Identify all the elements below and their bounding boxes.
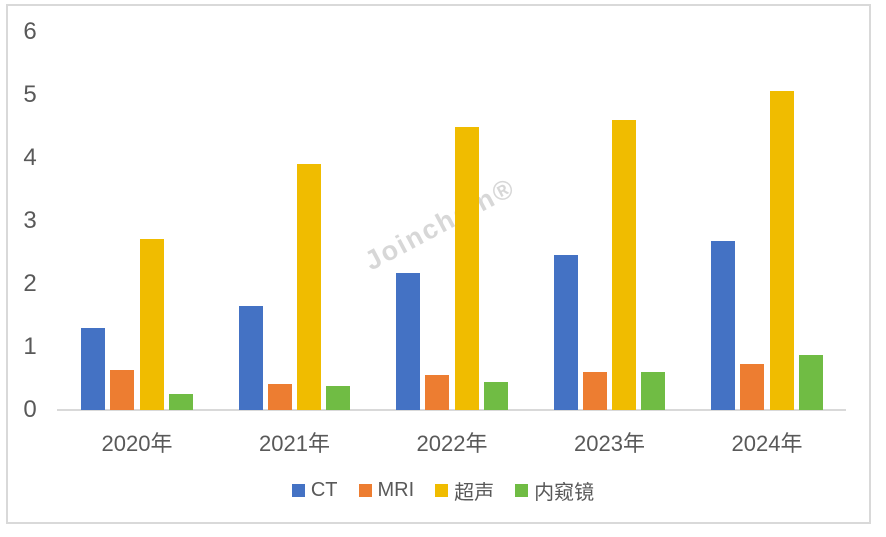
legend-swatch-icon [435,483,449,497]
bar-MRI-2024年 [740,364,764,410]
legend-label: MRI [377,478,415,501]
legend-item-超声: 超声 [435,476,494,505]
bar-CT-2020年 [81,328,105,410]
bar-CT-2023年 [554,255,578,410]
x-axis-line [57,409,846,411]
legend-swatch-icon [515,483,529,497]
y-tick-label-3: 3 [23,207,37,234]
bar-MRI-2023年 [583,372,607,410]
legend-item-MRI: MRI [358,478,415,502]
bar-内窥镜-2020年 [169,394,193,410]
bar-超声-2021年 [297,164,321,410]
legend-swatch-icon [291,483,305,497]
bar-MRI-2021年 [268,384,292,410]
y-tick-label-1: 1 [23,333,37,360]
x-label-2022年: 2022年 [416,431,488,456]
legend-label: 超声 [454,481,495,504]
bar-超声-2023年 [612,120,636,410]
y-tick-label-6: 6 [23,18,37,45]
chart-border-frame [6,4,871,524]
bar-超声-2022年 [455,127,479,410]
y-tick-label-0: 0 [23,396,37,423]
bar-MRI-2020年 [110,370,134,410]
x-label-2023年: 2023年 [574,431,645,456]
bar-超声-2020年 [140,239,164,410]
bar-MRI-2022年 [425,375,449,410]
bar-CT-2024年 [711,241,735,410]
legend-item-CT: CT [291,478,338,502]
bar-CT-2022年 [396,273,420,410]
legend-swatch-icon [358,483,372,497]
x-label-2020年: 2020年 [101,431,173,456]
legend: CT MRI 超声 内窥镜 [0,476,886,504]
bar-内窥镜-2023年 [641,372,665,410]
legend-label: CT [310,478,338,501]
y-tick-label-2: 2 [23,270,37,297]
legend-label: 内窥镜 [534,481,595,504]
bar-CT-2021年 [239,306,263,410]
y-tick-label-4: 4 [23,144,37,171]
legend-item-内窥镜: 内窥镜 [515,476,594,505]
x-label-2021年: 2021年 [259,431,330,456]
x-label-2024年: 2024年 [731,431,803,456]
bar-超声-2024年 [770,91,794,410]
bar-内窥镜-2024年 [799,355,823,410]
bar-内窥镜-2022年 [484,382,508,410]
y-tick-label-5: 5 [23,81,37,108]
bar-内窥镜-2021年 [326,386,350,410]
